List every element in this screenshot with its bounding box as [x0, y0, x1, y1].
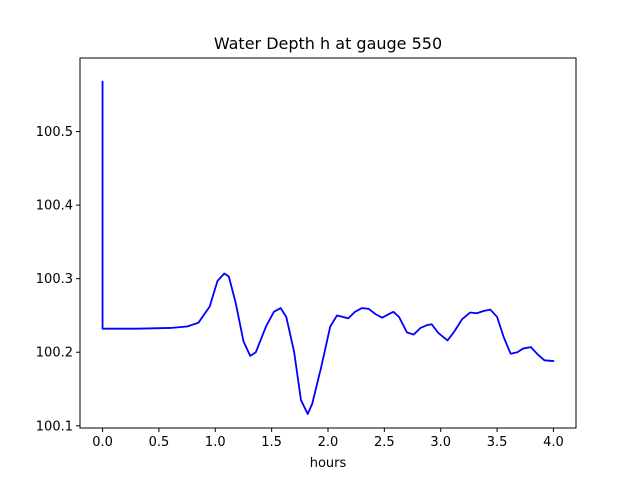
y-tick-label: 100.5 — [36, 125, 73, 140]
chart-title: Water Depth h at gauge 550 — [214, 34, 442, 53]
x-tick-label: 1.0 — [205, 435, 226, 450]
y-tick-label: 100.3 — [36, 272, 73, 287]
y-tick-label: 100.4 — [36, 199, 73, 214]
x-axis-label: hours — [310, 456, 347, 471]
x-tick-label: 2.5 — [374, 435, 395, 450]
x-tick-label: 3.0 — [430, 435, 451, 450]
x-tick-label: 4.0 — [543, 435, 564, 450]
plot-area — [101, 80, 555, 415]
x-tick-label: 1.5 — [261, 435, 282, 450]
y-tick-label: 100.2 — [36, 346, 73, 361]
x-tick-label: 0.0 — [92, 435, 113, 450]
x-tick-label: 3.5 — [487, 435, 508, 450]
x-tick-label: 2.0 — [318, 435, 339, 450]
y-tick-label: 100.1 — [36, 419, 73, 434]
series-line — [101, 80, 555, 415]
x-tick-label: 0.5 — [149, 435, 170, 450]
